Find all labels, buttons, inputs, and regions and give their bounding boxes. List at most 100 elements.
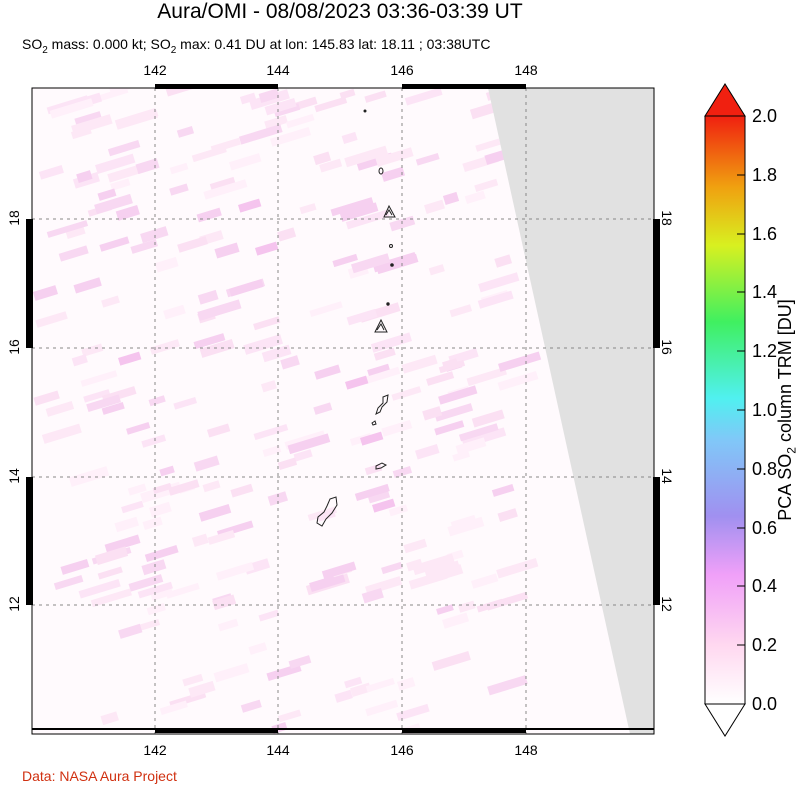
so2-pixel <box>135 158 160 175</box>
so2-pixel-strong <box>238 198 262 213</box>
so2-pixel <box>212 594 237 611</box>
so2-pixel <box>287 433 331 455</box>
island-guam <box>316 496 338 527</box>
so2-pixel <box>426 371 455 386</box>
so2-pixel <box>288 655 312 669</box>
so2-pixel <box>466 366 507 387</box>
colorbar-title: PCA SO2 column TRM [DU] <box>775 299 799 521</box>
colorbar-label-0-8: 0.8 <box>752 459 778 479</box>
so2-pixel <box>149 339 180 355</box>
so2-pixel <box>141 559 167 576</box>
so2-pixel <box>239 92 257 105</box>
so2-pixel <box>248 642 268 655</box>
so2-pixel <box>206 423 231 438</box>
so2-pixel <box>159 700 188 715</box>
so2-pixel <box>494 254 513 268</box>
so2-pixel <box>163 304 186 320</box>
so2-pixel-strong <box>255 241 279 256</box>
so2-pixel <box>199 338 235 358</box>
so2-pixel <box>150 586 174 601</box>
so2-pixel <box>73 277 102 294</box>
so2-pixel <box>293 449 313 462</box>
so2-pixel <box>258 609 280 622</box>
so2-pixel <box>415 444 440 460</box>
so2-pixel <box>486 591 529 611</box>
so2-pixel <box>406 558 423 572</box>
colorbar-label-1-4: 1.4 <box>752 282 778 302</box>
so2-pixel <box>442 191 460 205</box>
so2-pixel <box>339 202 379 222</box>
so2-pixel <box>434 403 474 422</box>
so2-pixel <box>309 572 346 593</box>
so2-pixel <box>364 463 383 476</box>
so2-pixel <box>253 316 281 331</box>
so2-pixel <box>392 465 413 478</box>
island-pagan <box>390 263 394 267</box>
so2-pixel <box>130 239 158 254</box>
so2-pixel <box>203 179 248 200</box>
lon-tick-bottom-146: 146 <box>390 742 414 758</box>
so2-pixel <box>375 147 414 167</box>
so2-pixel <box>114 516 140 533</box>
so2-pixel <box>452 450 471 462</box>
so2-pixel <box>447 516 485 537</box>
lon-tick-top-146: 146 <box>390 62 414 78</box>
data-credit: Data: NASA Aura Project <box>22 768 177 784</box>
so2-pixel <box>193 333 226 350</box>
colorbar-label-1-6: 1.6 <box>752 224 778 244</box>
so2-pixel-strong <box>372 498 396 513</box>
lat-tick-left-16: 16 <box>6 339 22 355</box>
so2-pixel <box>38 165 64 180</box>
colorbar <box>704 83 746 737</box>
plot-frame <box>31 87 655 735</box>
so2-pixel <box>388 504 408 517</box>
so2-pixel <box>149 501 172 518</box>
so2-pixel <box>363 366 401 385</box>
so2-pixel <box>344 145 389 168</box>
island-tinian <box>371 420 377 426</box>
so2-pixel <box>264 97 297 116</box>
so2-pixel <box>169 183 189 196</box>
so2-pixel <box>60 558 90 575</box>
so2-pixel <box>497 370 539 391</box>
so2-pixel <box>228 153 262 171</box>
colorbar-label-0-4: 0.4 <box>752 576 778 596</box>
page-title: Aura/OMI - 08/08/2023 03:36-03:39 UT <box>157 0 523 23</box>
so2-pixel <box>497 508 518 522</box>
so2-pixel <box>173 397 197 410</box>
so2-pixel <box>438 359 466 374</box>
island-saipan <box>375 394 389 415</box>
so2-pixel <box>118 623 143 639</box>
colorbar-label-1-8: 1.8 <box>752 165 778 185</box>
so2-pixel <box>277 709 302 723</box>
lat-tick-left-14: 14 <box>6 468 22 484</box>
so2-pixel <box>86 394 121 412</box>
so2-pixel <box>260 380 277 393</box>
so2-pixel <box>229 279 264 297</box>
island-farallon <box>363 109 367 113</box>
so2-pixel <box>104 534 141 554</box>
so2-pixel <box>431 651 471 671</box>
so2-pixel <box>168 479 200 496</box>
subtitle: SO2 mass: 0.000 kt; SO2 max: 0.41 DU at … <box>22 36 491 56</box>
so2-pixel <box>269 126 312 147</box>
colorbar-label-1-2: 1.2 <box>752 341 778 361</box>
so2-pixel <box>97 566 123 580</box>
so2-pixel <box>316 509 336 522</box>
so2-pixel <box>314 96 348 113</box>
so2-pixel <box>354 483 390 502</box>
so2-pixel <box>240 699 262 713</box>
lon-tick-bottom-142: 142 <box>143 742 167 758</box>
so2-pixel <box>78 579 121 599</box>
so2-pixel <box>285 113 315 129</box>
so2-pixel <box>159 465 175 477</box>
so2-pixel <box>101 295 120 308</box>
so2-pixel <box>207 529 236 545</box>
so2-pixel <box>209 176 236 191</box>
so2-pixel <box>332 253 358 268</box>
island-rota <box>375 462 388 470</box>
so2-pixel <box>202 480 221 493</box>
lon-tick-bottom-144: 144 <box>266 742 290 758</box>
lon-tick-top-142: 142 <box>143 62 167 78</box>
lat-tick-right-14: 14 <box>659 468 675 484</box>
